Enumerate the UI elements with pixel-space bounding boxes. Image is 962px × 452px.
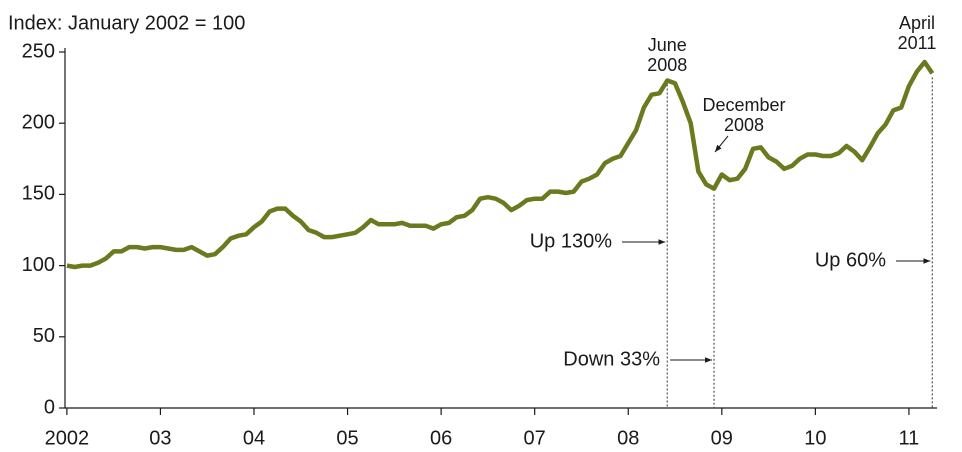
x-tick-label: 11 [899, 427, 920, 449]
x-tick-label: 10 [804, 427, 826, 449]
annotation-line: 2011 [898, 33, 937, 53]
annotation: June 2008 [647, 35, 687, 75]
annotation-line: December [702, 95, 785, 115]
annotation: December 2008 [702, 95, 785, 135]
y-tick-label: 150 [22, 183, 55, 205]
y-tick-label: 50 [33, 325, 55, 347]
x-tick-label: 05 [336, 427, 358, 449]
annotation-arrow [714, 135, 729, 153]
x-tick-label: 03 [149, 427, 171, 449]
y-axis-label: Index: January 2002 = 100 [8, 12, 245, 34]
y-tick-label: 200 [22, 111, 55, 133]
y-tick-label: 250 [22, 40, 55, 62]
x-tick-label: 07 [524, 427, 546, 449]
x-tick-label: 09 [711, 427, 733, 449]
annotation: Down 33% [563, 348, 660, 370]
annotation-line: 2008 [647, 55, 687, 75]
x-tick-label: 06 [430, 427, 452, 449]
annotation: April 2011 [898, 13, 937, 53]
annotation-line: 2008 [724, 115, 764, 135]
x-tick-label: 08 [617, 427, 639, 449]
data-line [66, 59, 935, 270]
y-tick-label: 100 [22, 254, 55, 276]
y-tick-label: 0 [44, 396, 55, 418]
x-tick-label: 04 [243, 427, 265, 449]
annotation-line: June [648, 35, 687, 55]
annotation: Up 60% [815, 249, 886, 271]
annotation-line: April [899, 13, 935, 33]
x-tick-label: 2002 [45, 427, 90, 449]
annotation: Up 130% [530, 230, 612, 252]
